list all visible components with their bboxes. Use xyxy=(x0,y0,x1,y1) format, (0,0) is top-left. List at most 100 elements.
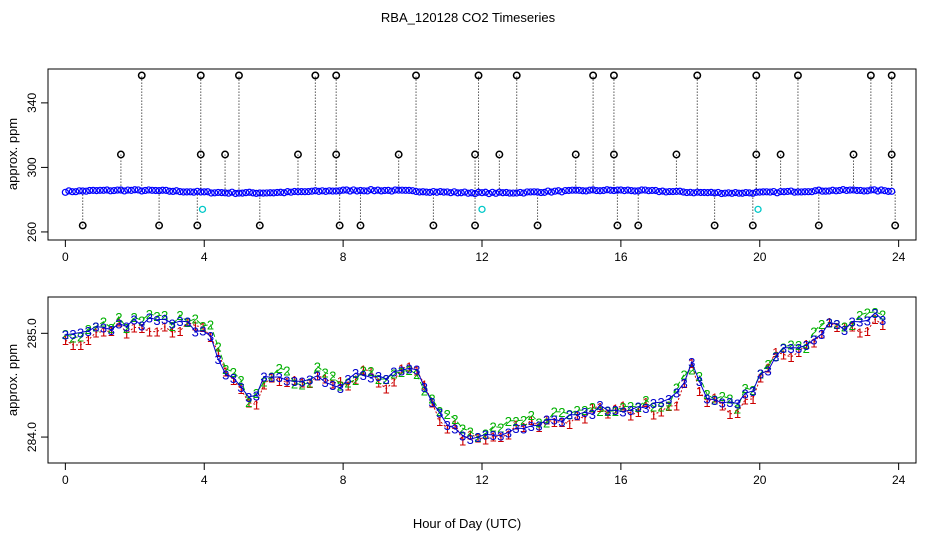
mean-marker xyxy=(704,189,712,197)
mean-marker xyxy=(311,187,319,195)
mean-marker xyxy=(509,189,517,197)
series-3-marker: 3 xyxy=(489,428,496,443)
series-3-marker: 3 xyxy=(413,363,420,378)
series-3-marker: 3 xyxy=(719,396,726,411)
series-2-marker: 2 xyxy=(360,363,367,378)
extreme-marker xyxy=(495,150,504,159)
mean-marker xyxy=(648,186,656,195)
series-1-marker: 1 xyxy=(581,412,588,427)
series-1-marker: 1 xyxy=(459,433,466,448)
series-1-marker: 1 xyxy=(192,319,199,334)
series-3-marker: 3 xyxy=(780,341,787,356)
series-3-marker: 3 xyxy=(321,375,328,390)
mean-marker xyxy=(155,187,163,195)
mean-marker xyxy=(329,187,337,195)
series-2-marker: 2 xyxy=(864,306,871,321)
series-3-marker: 3 xyxy=(574,408,581,423)
extreme-marker xyxy=(634,221,643,230)
series-1-marker: 1 xyxy=(574,409,581,424)
series-3-marker: 3 xyxy=(192,324,199,339)
mean-marker xyxy=(717,189,726,198)
series-2-marker: 2 xyxy=(764,357,771,372)
mean-marker xyxy=(801,188,809,196)
series-2-marker: 2 xyxy=(612,404,619,419)
extreme-marker xyxy=(571,150,580,159)
series-1-marker: 1 xyxy=(535,420,542,435)
mean-marker xyxy=(349,186,358,194)
series-2-marker: 2 xyxy=(283,363,290,378)
mean-marker xyxy=(315,187,323,195)
series-2-marker: 2 xyxy=(413,367,420,382)
extreme-marker xyxy=(609,150,618,159)
series-3-marker: 3 xyxy=(451,421,458,436)
mean-marker xyxy=(870,186,878,194)
series-3-marker: 3 xyxy=(169,317,176,332)
mean-marker xyxy=(613,186,622,194)
series-1-marker: 1 xyxy=(810,335,817,350)
series-2-marker: 2 xyxy=(192,312,199,327)
x-tick-label: 16 xyxy=(614,473,628,487)
mean-marker xyxy=(658,187,667,195)
series-1-marker: 1 xyxy=(153,325,160,340)
mean-marker xyxy=(214,188,222,197)
series-1-marker: 1 xyxy=(604,406,611,421)
mean-marker xyxy=(808,188,816,196)
mean-marker xyxy=(745,189,753,197)
series-1-marker: 1 xyxy=(726,407,733,422)
mean-marker xyxy=(381,186,389,195)
mean-marker xyxy=(877,186,885,194)
extreme-marker xyxy=(412,71,420,80)
mean-marker xyxy=(405,186,413,194)
series-3-marker: 3 xyxy=(352,366,359,381)
mean-marker xyxy=(211,189,219,197)
series-2-marker: 2 xyxy=(856,308,863,323)
mean-marker xyxy=(96,186,104,194)
series-3-marker: 3 xyxy=(841,323,848,338)
series-1-marker: 1 xyxy=(566,417,573,432)
upper-panel-data xyxy=(61,71,900,230)
series-2-marker: 2 xyxy=(161,308,168,323)
mean-marker xyxy=(527,188,535,196)
series-2-marker: 2 xyxy=(658,399,665,414)
series-3-marker: 3 xyxy=(398,363,405,378)
series-1-marker: 1 xyxy=(215,345,222,360)
series-1-marker: 1 xyxy=(451,417,458,432)
extreme-marker xyxy=(332,150,341,159)
series-1-marker: 1 xyxy=(276,374,283,389)
mean-marker xyxy=(266,189,274,197)
series-1-marker: 1 xyxy=(871,312,878,327)
x-tick-label: 16 xyxy=(614,250,628,264)
series-3-marker: 3 xyxy=(749,384,756,399)
mean-marker xyxy=(363,187,372,195)
mean-marker xyxy=(547,188,556,196)
series-3-marker: 3 xyxy=(146,311,153,326)
mean-marker xyxy=(467,189,476,197)
series-1-marker: 1 xyxy=(436,414,443,429)
mean-marker xyxy=(412,187,420,196)
mean-marker xyxy=(99,186,108,194)
mean-marker xyxy=(461,188,469,196)
mean-marker xyxy=(610,186,618,195)
series-3-marker: 3 xyxy=(337,381,344,396)
series-2-marker: 2 xyxy=(85,322,92,337)
mean-marker xyxy=(839,186,847,194)
mean-marker xyxy=(138,187,146,195)
series-1-marker: 1 xyxy=(398,362,405,377)
series-3-marker: 3 xyxy=(787,341,794,356)
series-2-marker: 2 xyxy=(833,317,840,332)
mean-marker xyxy=(377,187,385,195)
mean-marker xyxy=(419,188,427,196)
mean-marker xyxy=(690,189,698,197)
series-2-marker: 2 xyxy=(596,404,603,419)
series-2-marker: 2 xyxy=(803,341,810,356)
mean-marker xyxy=(575,186,583,194)
mean-marker xyxy=(169,187,177,195)
mean-marker xyxy=(655,188,663,196)
series-2-marker: 2 xyxy=(329,368,336,383)
mean-marker xyxy=(506,189,514,197)
series-3-marker: 3 xyxy=(650,396,657,411)
series-3-marker: 3 xyxy=(405,361,412,376)
x-tick-label: 12 xyxy=(475,473,489,487)
series-3-marker: 3 xyxy=(184,315,191,330)
